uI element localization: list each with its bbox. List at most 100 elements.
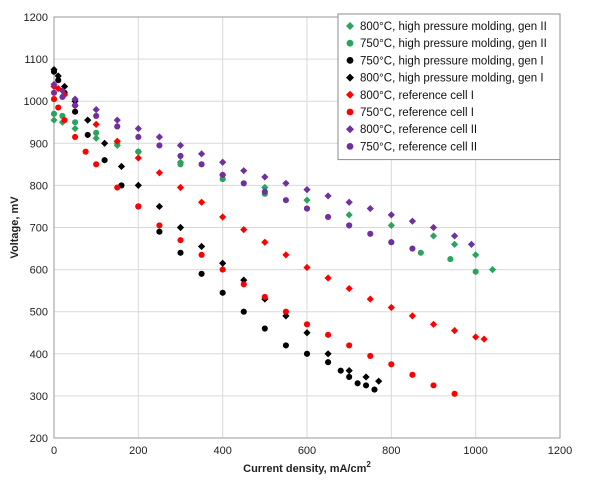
data-point — [135, 203, 142, 210]
data-point — [409, 371, 416, 378]
data-point — [429, 232, 438, 240]
data-point — [451, 390, 458, 397]
data-point — [488, 266, 497, 274]
data-point — [219, 289, 226, 296]
data-point — [92, 106, 100, 114]
data-point — [219, 158, 227, 166]
legend-marker — [346, 90, 354, 99]
data-point — [387, 221, 395, 229]
x-axis-title: Current density, mA/cm2 — [243, 460, 371, 475]
data-point — [50, 66, 58, 74]
data-point — [71, 124, 79, 133]
data-point — [135, 133, 142, 141]
y-tick-label: 300 — [30, 391, 48, 403]
legend-entry-label: 800°C, high pressure molding, gen I — [360, 73, 544, 85]
data-point — [261, 293, 268, 301]
data-point — [324, 350, 332, 358]
data-point — [198, 161, 205, 168]
data-point — [303, 321, 311, 328]
data-point — [134, 124, 142, 133]
data-point — [54, 72, 62, 80]
legend-box — [337, 13, 561, 161]
data-point — [345, 211, 353, 219]
data-point — [282, 308, 289, 315]
data-point — [325, 359, 332, 366]
data-point — [472, 268, 479, 275]
data-point — [303, 196, 311, 204]
data-point — [72, 133, 79, 141]
data-point — [55, 77, 62, 84]
x-tick-label: 200 — [129, 445, 147, 457]
data-point — [303, 350, 311, 357]
x-tick-label: 400 — [213, 445, 231, 457]
data-point — [362, 373, 370, 381]
legend-marker — [346, 57, 354, 64]
data-point — [430, 382, 437, 389]
series-3 — [50, 68, 378, 393]
y-tick-label: 500 — [30, 307, 48, 319]
data-point — [84, 116, 92, 124]
data-point — [58, 87, 67, 95]
data-point — [50, 89, 58, 96]
data-point — [346, 342, 353, 349]
y-tick-label: 900 — [30, 138, 48, 150]
x-axis-title-text: Current density, mA/cm — [243, 463, 366, 475]
legend-marker — [346, 108, 354, 116]
y-tick-label: 800 — [30, 180, 48, 192]
data-point — [408, 217, 417, 225]
data-point — [156, 222, 163, 229]
data-point — [155, 169, 164, 177]
data-point — [219, 213, 227, 221]
legend-marker — [346, 39, 354, 47]
data-point — [324, 192, 332, 200]
data-point — [375, 377, 383, 385]
legend-entry-label: 750°C, reference cell I — [360, 107, 474, 119]
data-point — [450, 232, 459, 240]
data-point — [346, 222, 353, 229]
data-point — [325, 331, 332, 338]
data-point — [303, 263, 311, 272]
data-point — [135, 148, 142, 155]
data-point — [387, 211, 395, 219]
data-series — [50, 66, 497, 397]
data-point — [82, 148, 89, 155]
data-point — [429, 320, 438, 328]
data-point — [240, 281, 247, 288]
data-point — [113, 137, 121, 145]
series-5 — [50, 82, 488, 343]
legend-entry-label: 800°C, high pressure molding, gen II — [360, 21, 547, 33]
data-point — [92, 120, 100, 128]
data-point — [447, 256, 454, 263]
data-point — [303, 186, 311, 194]
y-tick-label: 700 — [30, 223, 48, 235]
y-tick-label: 400 — [30, 349, 48, 361]
legend-marker — [346, 22, 354, 30]
data-point — [480, 335, 488, 343]
plot-area-frame — [53, 16, 561, 439]
data-point — [155, 202, 164, 211]
data-point — [261, 173, 269, 181]
data-point — [113, 116, 121, 124]
data-point — [408, 312, 417, 320]
data-point — [472, 333, 480, 341]
x-tick-label: 1200 — [548, 445, 572, 457]
data-point — [371, 386, 378, 393]
x-tick-label: 1000 — [463, 445, 487, 457]
data-point — [261, 188, 268, 195]
data-point — [197, 150, 206, 158]
legend-marker — [346, 125, 354, 134]
data-point — [176, 183, 185, 192]
data-point — [55, 104, 62, 111]
data-point — [417, 249, 424, 256]
data-point — [156, 228, 163, 235]
data-point — [388, 239, 395, 246]
data-point — [61, 117, 68, 124]
data-point — [93, 129, 100, 136]
data-point — [114, 184, 121, 191]
data-point — [219, 176, 226, 183]
data-point — [388, 361, 395, 368]
legend-entry-label: 750°C, high pressure molding, gen II — [360, 38, 547, 50]
data-point — [71, 95, 79, 103]
